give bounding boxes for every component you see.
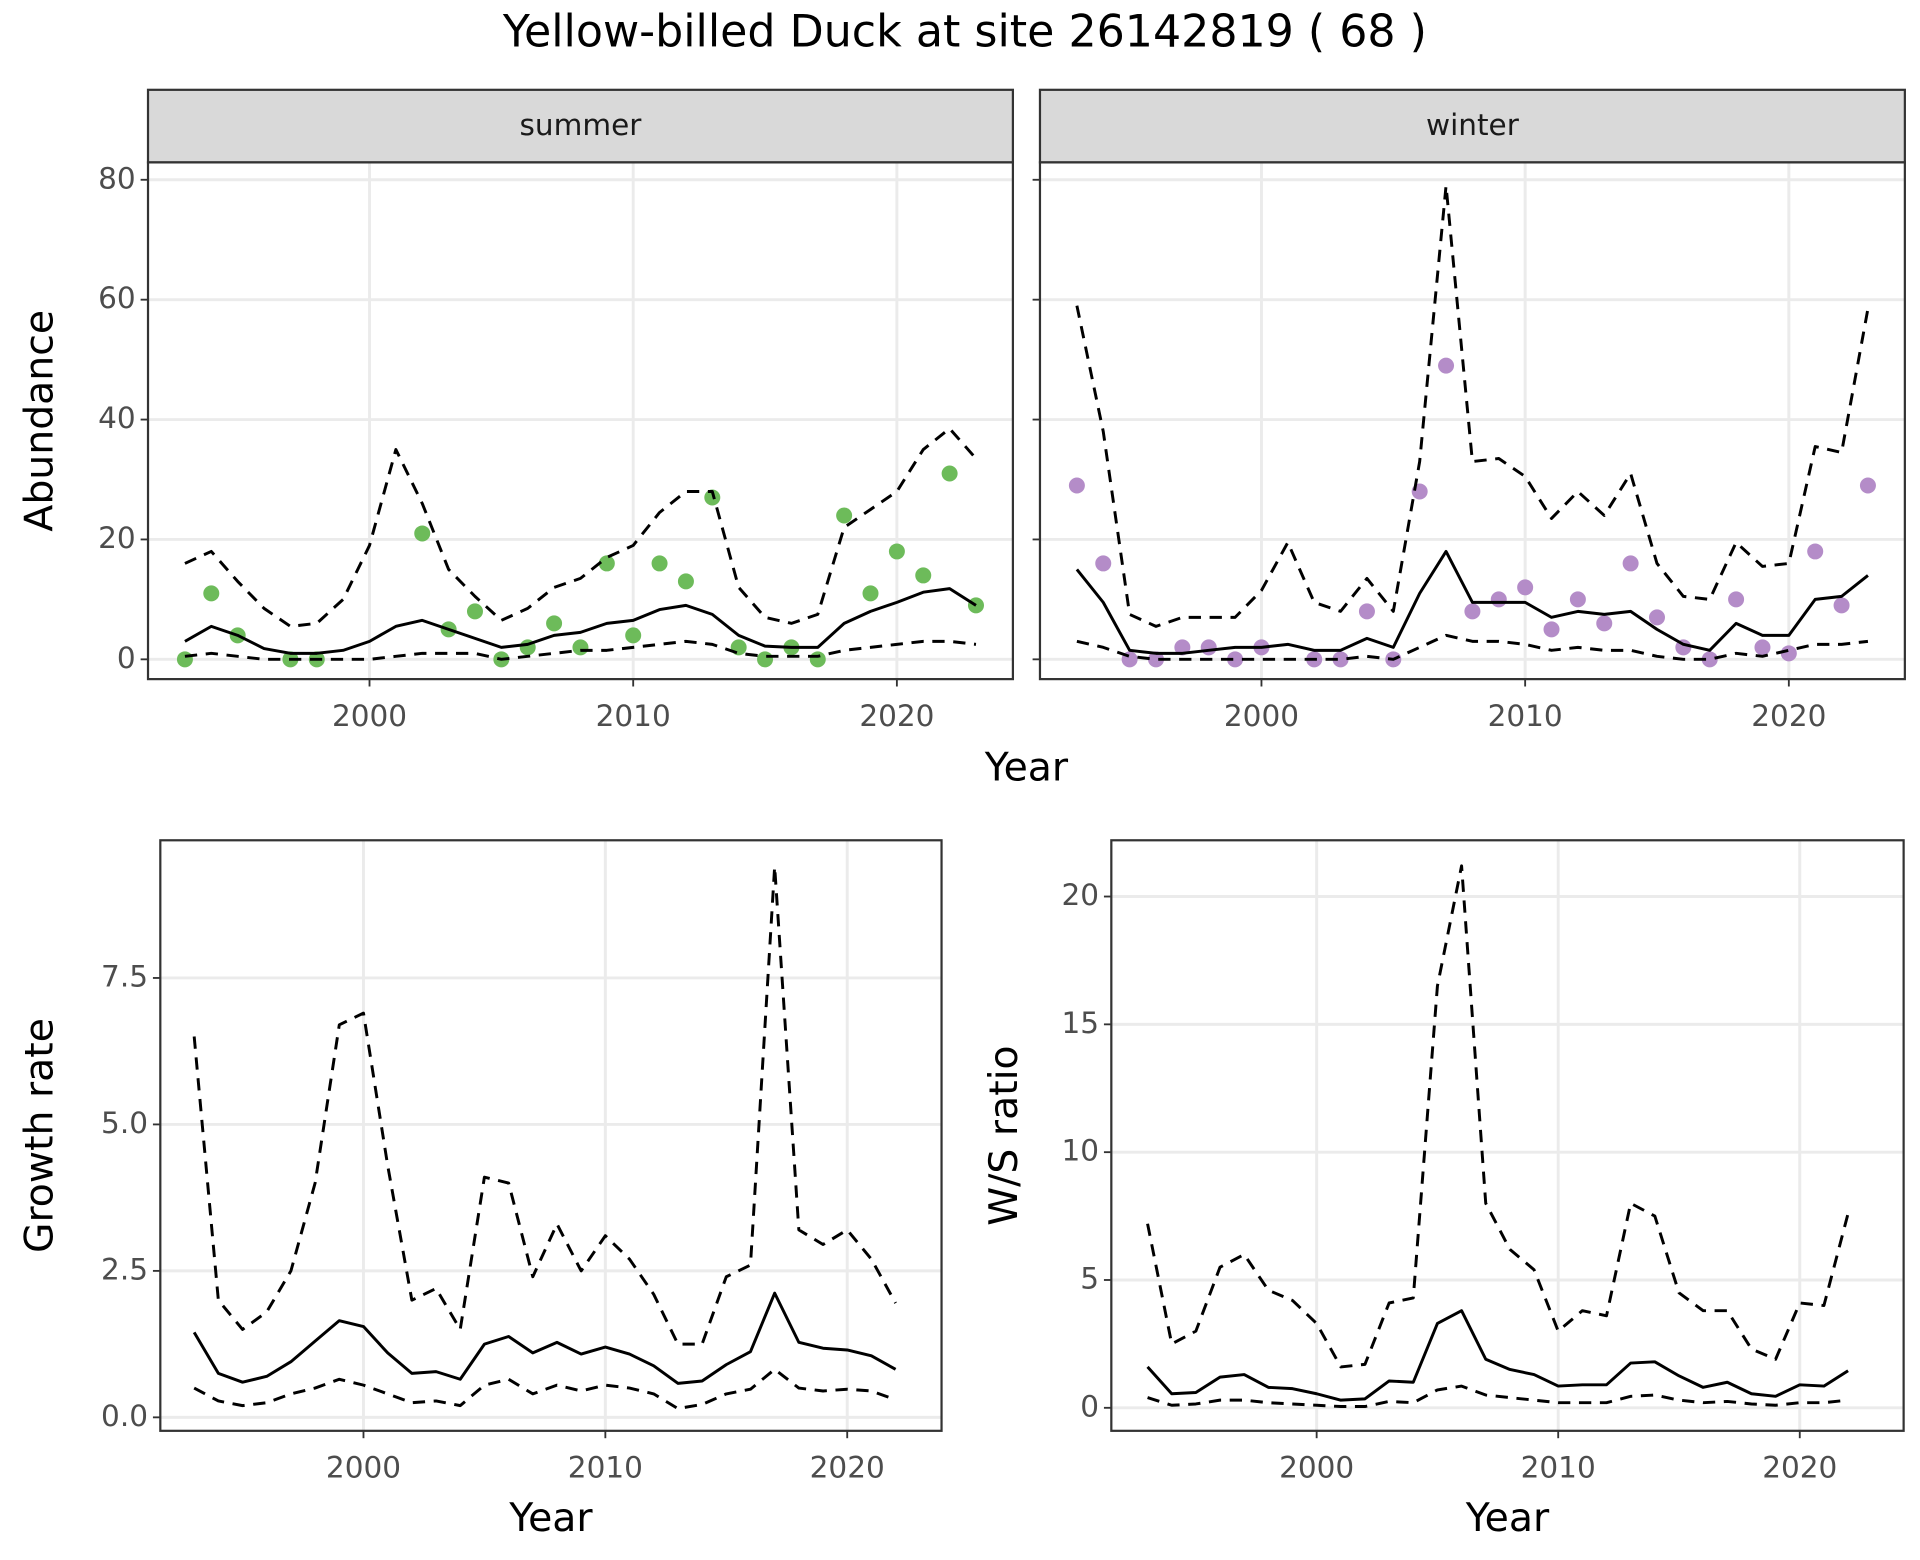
- data-point: [1358, 603, 1375, 620]
- data-point: [1701, 651, 1718, 668]
- data-point: [941, 465, 958, 482]
- y-tick-label: 5.0: [101, 1106, 148, 1140]
- data-point: [598, 555, 615, 572]
- x-tick-label: 2020: [1762, 1450, 1837, 1484]
- strip-label: winter: [1426, 108, 1520, 142]
- data-point: [1227, 651, 1244, 668]
- data-point: [757, 651, 774, 668]
- y-tick-label: 60: [98, 281, 136, 315]
- data-point: [1648, 609, 1665, 626]
- interval-line: [1147, 1384, 1849, 1409]
- strip-background: [146, 88, 1015, 164]
- data-point: [888, 543, 905, 560]
- data-point: [1517, 579, 1534, 596]
- x-tick-label: 2000: [1279, 1450, 1354, 1484]
- y-tick-label: 20: [98, 521, 136, 555]
- data-point: [1754, 639, 1771, 656]
- y-tick-label: 80: [98, 161, 136, 195]
- panel-border: [159, 839, 943, 1432]
- x-tick-label: 2010: [568, 1450, 643, 1484]
- data-point: [809, 651, 826, 668]
- x-tick-label: 2020: [810, 1450, 885, 1484]
- data-point: [967, 597, 984, 614]
- y-tick-label: 15: [1061, 1006, 1099, 1040]
- panel-border: [1110, 839, 1905, 1432]
- data-point: [1728, 591, 1745, 608]
- strip-label: summer: [520, 108, 643, 142]
- x-axis-title: Year: [984, 745, 1069, 791]
- data-point: [677, 573, 694, 590]
- interval-line: [184, 427, 978, 628]
- x-tick-label: 2000: [1224, 699, 1299, 733]
- x-tick-label: 2010: [1488, 699, 1563, 733]
- data-point: [414, 525, 431, 542]
- data-point: [1200, 639, 1217, 656]
- data-point: [704, 489, 721, 506]
- data-point: [1859, 477, 1876, 494]
- data-point: [1438, 357, 1455, 374]
- panel-border: [1038, 161, 1906, 681]
- y-tick-label: 7.5: [101, 959, 148, 993]
- x-axis-title: Year: [1465, 1495, 1550, 1541]
- x-tick-label: 2010: [1521, 1450, 1596, 1484]
- data-point: [1174, 639, 1191, 656]
- y-tick-label: 0.0: [101, 1399, 148, 1433]
- data-point: [862, 585, 879, 602]
- data-point: [546, 615, 563, 632]
- data-point: [1490, 591, 1507, 608]
- data-point: [1147, 651, 1164, 668]
- y-tick-label: 2.5: [101, 1252, 148, 1286]
- data-point: [1780, 645, 1797, 662]
- y-tick-label: 0: [117, 641, 136, 675]
- interval-line: [193, 1367, 897, 1411]
- mean-line: [184, 587, 977, 655]
- data-point: [1596, 615, 1613, 632]
- y-axis-title: W/S ratio: [981, 1045, 1027, 1225]
- data-point: [1622, 555, 1639, 572]
- plot-background: [160, 840, 942, 1431]
- data-point: [836, 507, 853, 524]
- data-point: [625, 627, 642, 644]
- data-point: [176, 651, 193, 668]
- mean-line: [1075, 549, 1869, 655]
- mean-line: [1146, 1309, 1849, 1402]
- data-point: [203, 585, 220, 602]
- data-point: [466, 603, 483, 620]
- y-tick-label: 10: [1061, 1134, 1099, 1168]
- data-point: [1095, 555, 1112, 572]
- data-point: [1569, 591, 1586, 608]
- data-point: [572, 639, 589, 656]
- y-tick-label: 0: [1080, 1389, 1099, 1423]
- y-tick-label: 20: [1061, 878, 1099, 912]
- x-axis-title: Year: [508, 1495, 593, 1541]
- interval-line: [192, 865, 897, 1346]
- x-tick-label: 2000: [332, 699, 407, 733]
- y-tick-label: 40: [98, 401, 136, 435]
- data-point: [915, 567, 932, 584]
- interval-line: [1076, 633, 1869, 661]
- data-point: [1332, 651, 1349, 668]
- plot-background: [1111, 840, 1904, 1431]
- y-axis-title: Growth rate: [17, 1018, 63, 1253]
- interval-line: [184, 639, 977, 661]
- data-point: [1543, 621, 1560, 638]
- figure-title: Yellow-billed Duck at site 26142819 ( 68…: [502, 6, 1427, 57]
- data-point: [1068, 477, 1085, 494]
- data-point: [1807, 543, 1824, 560]
- interval-line: [1146, 864, 1850, 1369]
- y-tick-label: 5: [1080, 1261, 1099, 1295]
- x-tick-label: 2010: [596, 699, 671, 733]
- mean-line: [192, 1291, 897, 1385]
- data-point: [651, 555, 668, 572]
- x-tick-label: 2020: [1751, 699, 1826, 733]
- x-tick-label: 2000: [326, 1450, 401, 1484]
- data-point: [1464, 603, 1481, 620]
- x-tick-label: 2020: [859, 699, 934, 733]
- data-point: [1833, 597, 1850, 614]
- y-axis-title: Abundance: [17, 310, 63, 532]
- panel-border: [146, 161, 1015, 681]
